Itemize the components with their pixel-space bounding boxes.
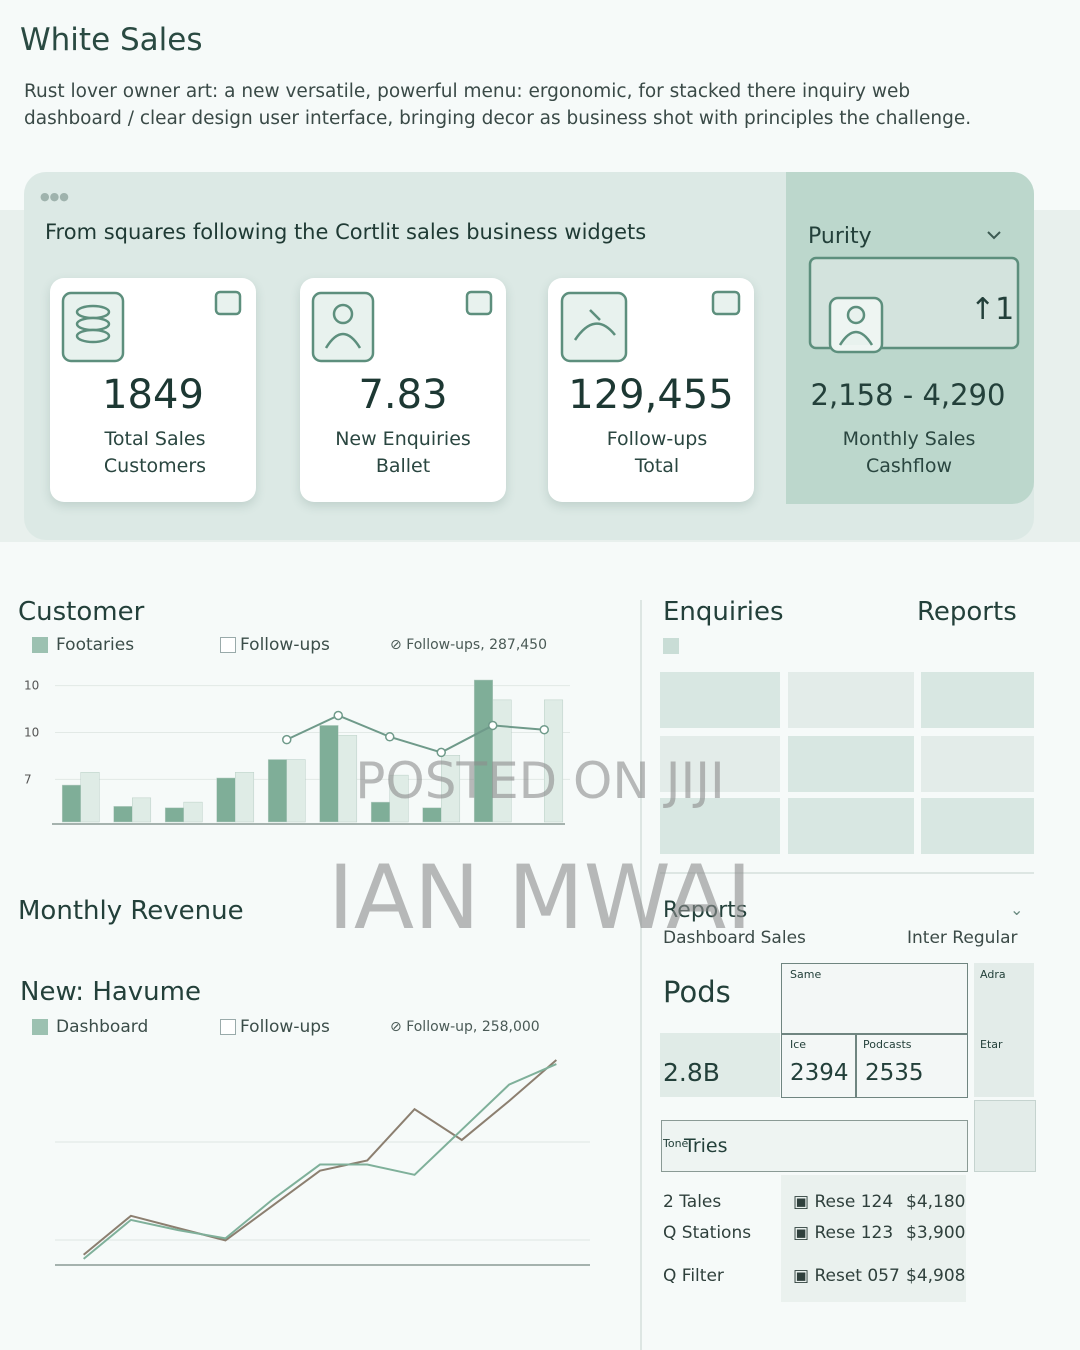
legend-entry: Follow-ups (240, 1017, 330, 1037)
row-cell: Q Filter (663, 1266, 724, 1286)
row-cell: $4,908 (906, 1266, 966, 1286)
window-dots: ●●● (40, 190, 69, 203)
chevron[interactable]: ⌄ (1010, 900, 1024, 919)
tile[interactable] (660, 798, 780, 854)
rule (660, 872, 1034, 874)
legend-entry: Footaries (56, 635, 135, 655)
row-cell: Q Stations (663, 1223, 752, 1243)
label: Inter Regular (907, 928, 1018, 948)
annotation-text: Follow-up, 258,000 (406, 1019, 540, 1035)
label: Tries (684, 1135, 728, 1157)
cell (974, 963, 1034, 1097)
legend-swatch (32, 1019, 48, 1035)
legend-entry: Dashboard (56, 1017, 149, 1037)
annotation-text: Follow-ups, 287,450 (406, 637, 548, 653)
cell (974, 1100, 1036, 1172)
point (539, 724, 549, 735)
row-cell: ▣ Rese 124 (793, 1192, 894, 1212)
tile[interactable] (788, 736, 914, 792)
line (286, 714, 545, 754)
annotation: ⊘ Follow-up, 258,000 (390, 1019, 540, 1035)
row-text: Rese 124 (814, 1192, 894, 1212)
page-title: White Sales (20, 22, 203, 58)
label: Podcasts (863, 1038, 912, 1051)
line (83, 1063, 557, 1260)
cell (781, 1175, 966, 1302)
label: Tone (663, 1137, 689, 1150)
label: Pods (663, 975, 731, 1009)
card-value: 7.83 (358, 372, 448, 418)
rule (781, 1033, 968, 1035)
annotation: ⊘ Follow-ups, 287,450 (390, 637, 548, 653)
row-cell: $4,180 (906, 1192, 966, 1212)
line (83, 1059, 558, 1256)
label: Etar (980, 1038, 1003, 1051)
row-cell: ▣ Rese 123 (793, 1223, 894, 1243)
point (282, 734, 292, 745)
chart-title: New: Havume (20, 977, 201, 1007)
heading: Enquiries (663, 597, 784, 627)
card-label: Ballet (375, 455, 431, 477)
y-tick-label: 10 (24, 726, 39, 740)
point (488, 720, 498, 731)
label: Ice (790, 1038, 807, 1051)
card-label: Customers (103, 455, 207, 477)
tile[interactable] (921, 798, 1034, 854)
side-value: 2,158 - 4,290 (810, 378, 1006, 412)
tile[interactable] (660, 672, 780, 728)
card-label: New Enquiries (335, 428, 471, 450)
heading: Reports (663, 898, 748, 923)
point (333, 710, 343, 721)
side-label: Cashflow (866, 455, 952, 477)
card-value: 129,455 (568, 372, 734, 418)
label: Adra (980, 968, 1006, 981)
divider (640, 600, 642, 1350)
side-badge: ↑1 (970, 292, 1015, 327)
label: Dashboard Sales (663, 928, 806, 948)
side-label: Monthly Sales (842, 428, 976, 450)
row-cell: ▣ Reset 057 (793, 1266, 900, 1286)
tile[interactable] (921, 672, 1034, 728)
row-cell: 2 Tales (663, 1192, 722, 1212)
label: Same (790, 968, 822, 981)
tile[interactable] (921, 736, 1034, 792)
section-title: Monthly Revenue (18, 896, 244, 926)
panel-heading: From squares following the Cortlit sales… (45, 220, 647, 244)
watermark: IAN MWAI (327, 846, 753, 949)
swatch (663, 638, 679, 654)
row-text: Rese 123 (814, 1223, 894, 1243)
value: 2.8B (663, 1058, 720, 1087)
subtitle: Rust lover owner art: a new versatile, p… (24, 81, 972, 129)
value: 2394 (790, 1060, 849, 1086)
tile[interactable] (660, 736, 780, 792)
legend-swatch (32, 637, 48, 653)
point (385, 732, 395, 742)
legend-swatch (220, 1019, 236, 1035)
y-tick-label: 10 (24, 679, 39, 693)
cell (660, 1033, 780, 1097)
tile[interactable] (788, 672, 914, 728)
watermark: POSTED ON JIJI (355, 752, 725, 810)
search-box[interactable] (661, 1120, 968, 1172)
legend-entry: Follow-ups (240, 635, 330, 655)
table-box (781, 963, 968, 1098)
card-label: Follow-ups (606, 428, 708, 450)
heading: Reports (917, 597, 1017, 627)
row-text: Reset 057 (814, 1266, 900, 1286)
card-value: 1849 (102, 372, 204, 418)
row-cell: $3,900 (906, 1223, 966, 1243)
card-icons (61, 231, 1020, 363)
legend-swatch (220, 637, 236, 653)
side-title: Purity (808, 224, 872, 249)
card-label: Total (634, 455, 680, 477)
tile[interactable] (788, 798, 914, 854)
rule (855, 1033, 857, 1097)
value: 2535 (865, 1060, 924, 1086)
card-label: Total Sales (104, 428, 206, 450)
chart-title: Customer (18, 597, 145, 627)
